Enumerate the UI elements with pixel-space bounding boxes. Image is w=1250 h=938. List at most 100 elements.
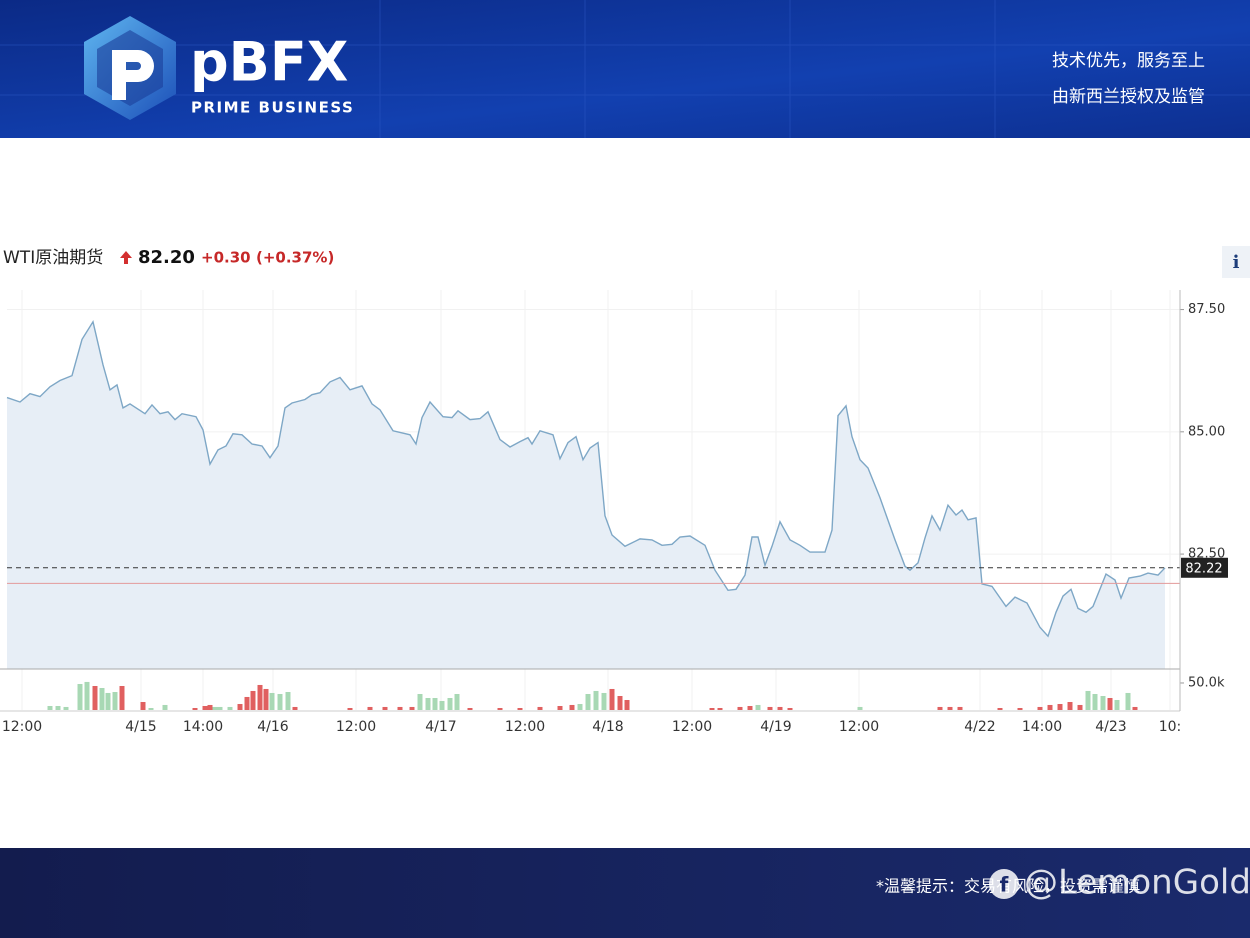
volume-bar [624,700,630,710]
watermark: @LemonGold [1024,863,1250,903]
volume-bar [609,688,615,710]
volume-bar [717,708,723,710]
volume-bar [367,706,373,710]
volume-bar [1037,706,1043,710]
volume-bar [409,706,415,710]
volume-bar [737,706,743,710]
x-tick-label: 12:00 [2,719,42,735]
price-change-percent: (+0.37%) [256,249,334,267]
up-arrow [120,251,132,264]
volume-bar [432,698,438,710]
volume-bar [601,692,607,710]
volume-bar [857,706,863,710]
volume-bar [257,684,263,710]
tagline: 由新西兰授权及监管 [1052,87,1205,107]
volume-bar [192,708,198,710]
price-change: +0.30 [201,249,251,267]
chart: 12:00 4/15 14:00 4/16 12:00 4/17 12:00 4/18 12:0… [0,290,1228,735]
volume-bar [787,708,793,710]
volume-bar [557,706,563,710]
volume-tick-label: 50.0k [1188,675,1225,690]
volume-bar [1125,692,1131,710]
volume-bar [119,686,125,710]
volume-bar [747,706,753,710]
price-area [7,321,1165,669]
x-tick-label: 4/18 [592,719,623,735]
x-tick-label: 4/15 [125,719,156,735]
x-tick-label: 12:00 [672,719,712,735]
x-tick-label: 12:00 [505,719,545,735]
volume-bar [277,694,283,710]
volume-bar [1077,704,1083,710]
volume-bar [947,706,953,710]
volume-bar [1047,704,1053,710]
volume-bar [454,694,460,710]
volume-bar [585,694,591,710]
volume-bar [148,708,154,710]
x-tick-label: 14:00 [1022,719,1062,735]
x-tick-label: 4/22 [964,719,995,735]
volume-bar [84,681,90,710]
x-tick-label: 4/23 [1095,719,1126,735]
volume-bar [1132,706,1138,710]
volume-bar [227,706,233,710]
x-tick-label: 12:00 [839,719,879,735]
volume-bar [1017,708,1023,710]
volume-bar [1114,700,1120,710]
volume-bar [617,696,623,710]
x-tick-label: 4/17 [425,719,456,735]
y-tick-label: 85.00 [1188,424,1225,439]
facebook-icon [989,869,1019,899]
x-tick-label: 14:00 [183,719,223,735]
volume-bar [162,704,168,710]
volume-bar [577,704,583,710]
volume-bar [755,704,761,710]
price-line [6,319,1166,638]
x-tick-label: 10: [1159,719,1182,735]
volume-bar [217,706,223,710]
volume-bar [237,704,243,710]
volume-bar [250,690,256,710]
volume-bar [937,706,943,710]
volume-bar [1085,690,1091,710]
volume-bar [957,706,963,710]
volume-bar [55,706,61,710]
volume-bar [777,706,783,710]
info-button[interactable] [1222,246,1250,278]
volume-bar [497,708,503,710]
volume-bar [347,708,353,710]
volume-bar [447,698,453,710]
volume-bar [285,692,291,710]
volume-bar [1107,698,1113,710]
header-band [0,0,1250,138]
x-tick-label: 12:00 [336,719,376,735]
volume-bar [1057,704,1063,710]
volume-bar [140,702,146,710]
volume-bar [1067,702,1073,710]
volume-bar [212,706,218,710]
last-price-label: 82.22 [1185,561,1222,576]
volume-bar [382,706,388,710]
volume-bar [63,706,69,710]
volume-bar [207,704,213,710]
brand: pBFX [190,31,348,94]
volume-bar [1092,694,1098,710]
volume-bar [767,706,773,710]
volume-bar [709,708,715,710]
volume-bar [467,708,473,710]
volume-bar [47,706,53,710]
x-tick-label: 4/16 [257,719,289,735]
volume-bar [105,692,111,710]
volume-bar [202,706,208,710]
volume-bar [77,684,83,710]
footer-band [0,848,1250,938]
volume-bar [244,696,250,710]
volume-bar [112,692,118,710]
x-tick-label: 4/19 [760,719,791,735]
info-icon[interactable]: i [1233,252,1240,273]
volume-bar [269,692,275,710]
volume-bar [593,690,599,710]
volume-bar [92,686,98,710]
